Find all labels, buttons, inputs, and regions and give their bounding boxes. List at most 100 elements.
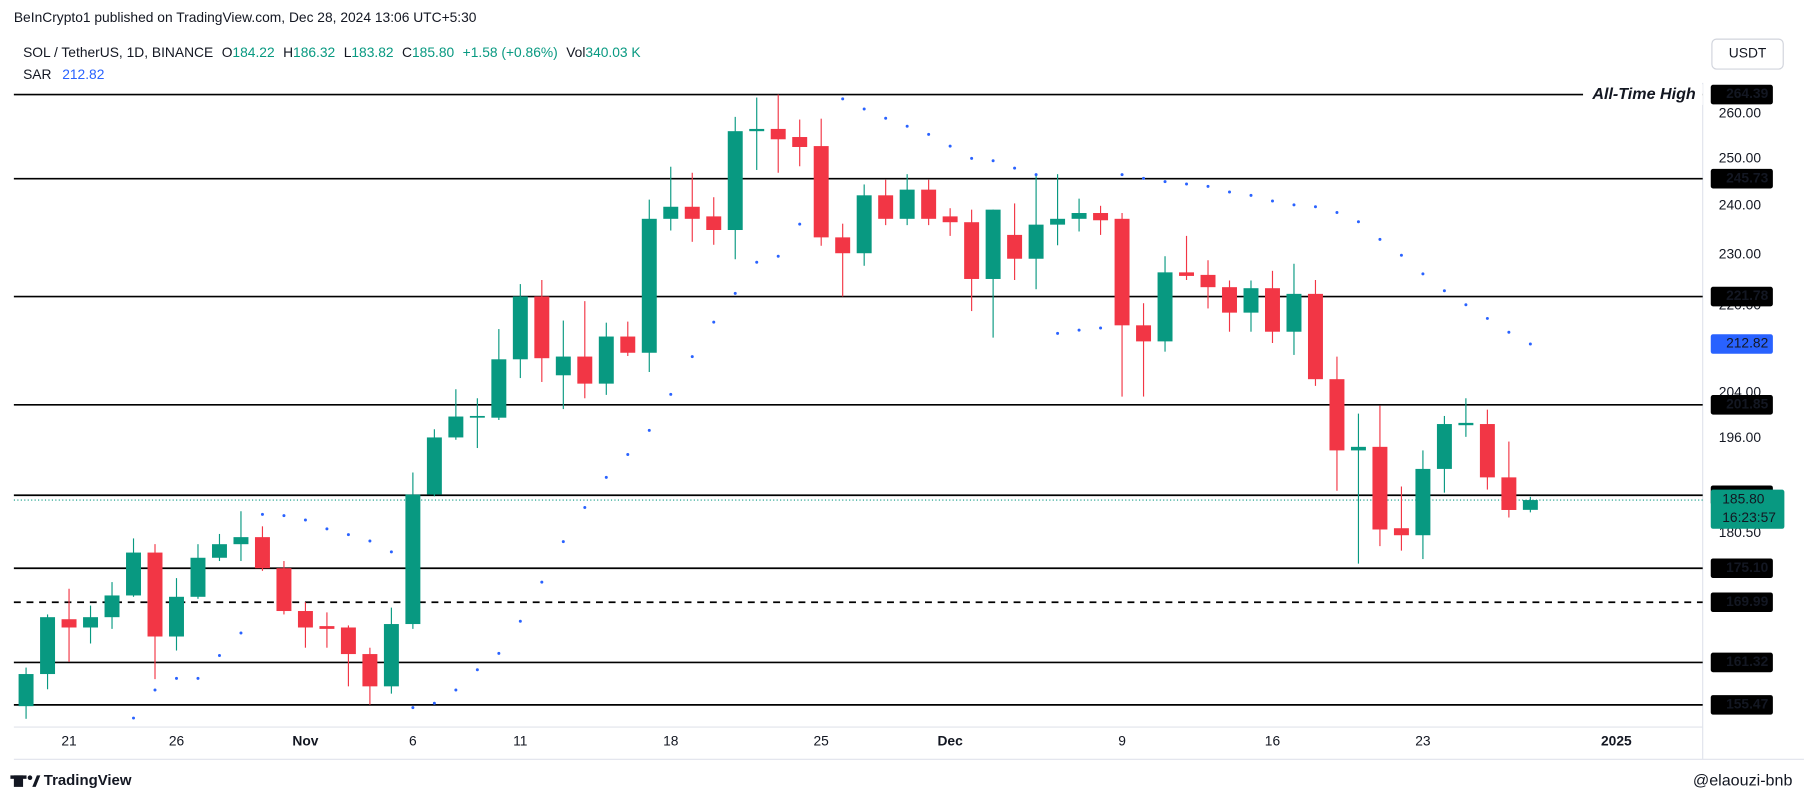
x-tick-label: 9: [1118, 734, 1126, 749]
sar-dot: [604, 475, 608, 479]
sar-dot: [970, 156, 974, 160]
sar-dot: [948, 144, 952, 148]
sar-dot: [798, 222, 802, 226]
sar-dot: [368, 539, 372, 543]
candle-body: [512, 296, 528, 360]
candle-body: [1286, 293, 1302, 332]
level-label-box: [1710, 84, 1773, 105]
indicator-name: SAR: [23, 66, 51, 81]
sar-dot: [1335, 211, 1339, 215]
sar-dot: [282, 514, 286, 518]
candle-body: [1307, 293, 1323, 380]
level-label-box: [1710, 652, 1773, 673]
sar-dot: [1077, 328, 1081, 332]
level-label-box: [1710, 168, 1773, 189]
candle-body: [1179, 272, 1195, 276]
candle-body: [104, 595, 120, 618]
candle-body: [340, 627, 356, 655]
sar-dot: [454, 688, 458, 692]
candle-body: [856, 195, 872, 254]
candle-body: [684, 206, 700, 219]
sar-dot: [1163, 180, 1167, 184]
candle-body: [491, 359, 507, 418]
legend-value: 340.03 K: [585, 45, 641, 60]
sar-dot: [1142, 176, 1146, 180]
legend-key: O: [222, 45, 233, 60]
y-tick-label: 260.00: [1719, 105, 1762, 120]
candle-body: [1393, 528, 1409, 536]
footer-logo: [10, 775, 41, 787]
level-label-box: [1710, 695, 1773, 715]
sar-dot: [690, 355, 694, 359]
sar-dot: [1442, 289, 1446, 293]
x-tick-label: 11: [513, 734, 527, 749]
candle-body: [1050, 218, 1066, 225]
sar-dot: [776, 254, 780, 258]
sar-dot: [1378, 237, 1382, 241]
candle-body: [534, 296, 550, 359]
watermark: @elaouzi-bnb: [1693, 771, 1793, 789]
legend: SOL / TetherUS, 1D, BINANCE O184.22 H186…: [23, 45, 641, 60]
sar-dot: [239, 631, 243, 635]
candle-body: [147, 552, 163, 637]
currency-button-label[interactable]: USDT: [1729, 46, 1767, 61]
sar-dot: [497, 651, 501, 655]
candle-body: [1243, 288, 1259, 313]
sar-dot: [647, 428, 651, 432]
candle-body: [1436, 424, 1452, 469]
y-tick-label: 240.00: [1719, 197, 1762, 212]
candle-body: [469, 415, 485, 418]
sar-dot: [733, 291, 737, 295]
y-tick-label: 196.00: [1719, 430, 1762, 445]
candle-body: [61, 619, 77, 628]
sar-dot: [1356, 220, 1360, 224]
sar-dot: [1056, 331, 1060, 335]
sar-dot: [1313, 205, 1317, 209]
legend-key: L: [344, 45, 352, 60]
legend-value: 185.80: [412, 45, 455, 60]
annotation: All-Time High: [1591, 85, 1696, 103]
candle-body: [1114, 218, 1130, 326]
candle-body: [770, 128, 786, 140]
candle-body: [1350, 446, 1366, 451]
sar-dot: [346, 533, 350, 537]
candle-body: [426, 437, 442, 495]
sar-dot: [1292, 203, 1296, 207]
sar-dot: [518, 619, 522, 623]
candle-body: [126, 552, 141, 596]
sar-dot: [1206, 184, 1210, 188]
candle-body: [598, 336, 614, 384]
sar-dot: [325, 527, 329, 531]
candle-body: [1501, 477, 1517, 510]
indicator-value: 212.82: [62, 66, 104, 81]
level-label: 161.32: [1726, 654, 1769, 669]
sar-dot: [626, 453, 630, 457]
sar-dot: [1249, 193, 1253, 197]
annotation-background: [1583, 84, 1703, 105]
level-label: 221.78: [1726, 288, 1769, 303]
sar-dot: [1421, 272, 1425, 276]
sar-dot: [905, 124, 909, 128]
currency-button[interactable]: [1711, 38, 1784, 70]
level-label: 175.10: [1726, 560, 1769, 575]
sar-dot: [196, 676, 200, 680]
sar-dot: [153, 688, 157, 692]
sar-dot: [712, 320, 716, 324]
candle-body: [1265, 288, 1280, 332]
sar-dot: [561, 540, 565, 544]
candle-body: [1372, 446, 1388, 530]
candle-body: [1028, 224, 1044, 259]
level-label: 245.73: [1726, 170, 1769, 185]
candle-body: [383, 624, 399, 687]
legend-value: 183.82: [351, 45, 393, 60]
candle-body: [577, 356, 593, 384]
legend-value: 184.22: [232, 45, 274, 60]
candle-body: [620, 336, 636, 353]
sar-dot: [260, 512, 264, 516]
candle-body: [899, 189, 915, 219]
x-tick-label: 6: [409, 734, 417, 749]
y-tick-label: 230.00: [1719, 246, 1762, 261]
